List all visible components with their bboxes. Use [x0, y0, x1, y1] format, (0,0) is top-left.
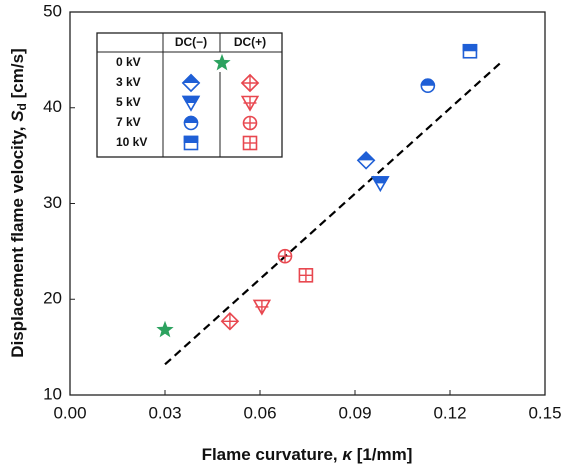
marker [420, 78, 436, 94]
x-tick-label: 0.03 [148, 403, 181, 422]
legend-row-label: 0 kV [116, 55, 141, 69]
legend-marker [183, 135, 199, 151]
x-tick-label: 0.06 [243, 403, 276, 422]
x-label-unit: [1/mm] [352, 445, 412, 464]
marker [220, 312, 240, 331]
marker [252, 299, 272, 316]
marker-shape [181, 95, 201, 103]
x-tick-label: 0.15 [528, 403, 561, 422]
legend-marker [183, 115, 199, 131]
y-tick-label: 50 [43, 1, 62, 20]
legend-marker [240, 73, 260, 93]
legend-header: DC(−) [175, 35, 207, 49]
y-label-subscript: d [15, 103, 29, 110]
y-tick-label: 30 [43, 193, 62, 212]
marker-shape [462, 43, 478, 52]
marker [462, 43, 478, 59]
legend-marker [181, 73, 201, 93]
marker-shape [213, 53, 231, 71]
trend-line [164, 61, 502, 366]
marker [298, 268, 314, 283]
marker [277, 248, 293, 264]
marker-shape [371, 176, 390, 184]
legend-marker [213, 53, 231, 71]
x-tick-label: 0.12 [433, 403, 466, 422]
y-tick-label: 10 [43, 384, 62, 403]
legend-row-label: 10 kV [116, 135, 147, 149]
x-label-symbol: κ [342, 445, 353, 464]
y-tick-label: 40 [43, 97, 62, 116]
legend-marker [240, 95, 260, 112]
y-axis-label: Displacement flame velocity, Sd [cm/s] [8, 48, 29, 357]
marker-shape [356, 151, 376, 161]
marker-shape [183, 115, 199, 123]
legend-header: DC(+) [234, 35, 266, 49]
x-label-text: Flame curvature, [202, 445, 343, 464]
x-tick-label: 0.00 [53, 403, 86, 422]
legend-marker [242, 115, 258, 131]
x-tick-label: 0.09 [338, 403, 371, 422]
x-axis-label: Flame curvature, κ [1/mm] [202, 445, 413, 464]
legend-marker [181, 95, 201, 112]
legend-row-label: 7 kV [116, 115, 141, 129]
marker-shape [183, 135, 199, 143]
marker [156, 320, 174, 338]
marker-shape [156, 320, 174, 338]
y-label-text: Displacement flame velocity, [8, 122, 27, 358]
legend-row-label: 5 kV [116, 95, 141, 109]
y-tick-label: 20 [43, 289, 62, 308]
y-label-symbol: S [8, 110, 27, 122]
marker [356, 151, 376, 170]
marker-shape [420, 78, 436, 86]
marker [371, 176, 390, 193]
y-label-unit: [cm/s] [8, 48, 27, 103]
legend-marker [242, 135, 258, 151]
marker-shape [181, 73, 201, 83]
legend-row-label: 3 kV [116, 75, 141, 89]
